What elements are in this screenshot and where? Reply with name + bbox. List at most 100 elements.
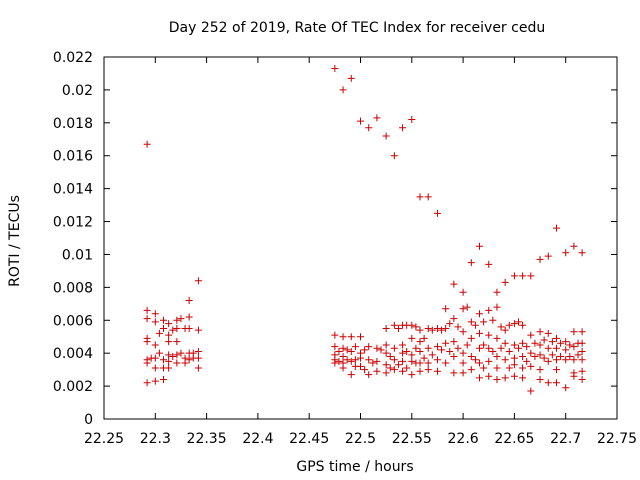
y-tick-label: 0.006 [53,313,93,329]
data-point-marker [143,338,151,346]
y-tick-label: 0.002 [53,379,93,395]
data-point-marker [459,369,467,377]
data-point-marker [510,341,518,349]
x-tick-label: 22.7 [550,431,581,447]
data-point-marker [357,333,364,341]
data-point-marker [165,338,173,346]
data-point-marker [169,326,177,334]
data-point-marker [485,260,493,268]
data-point-marker [347,74,355,82]
data-point-marker [489,348,497,356]
data-point-marker [459,359,467,367]
data-point-marker [143,379,151,387]
data-point-marker [399,341,407,349]
data-point-marker [578,348,586,356]
data-point-marker [177,349,185,357]
data-point-marker [515,344,523,352]
data-point-marker [578,249,586,257]
data-point-marker [390,344,398,352]
data-point-marker [339,333,347,341]
data-point-marker [442,325,450,332]
data-point-marker [442,339,450,347]
data-point-marker [501,326,509,334]
data-point-marker [544,357,552,365]
data-point-marker [155,329,163,337]
data-point-marker [416,326,424,334]
x-tick-label: 22.25 [84,431,124,447]
data-point-marker [365,343,373,351]
data-point-marker [523,357,531,365]
data-points [143,65,586,395]
data-point-marker [373,367,381,375]
data-point-marker [562,356,570,364]
data-point-marker [408,116,416,124]
data-point-marker [357,117,364,125]
data-point-marker [485,331,493,339]
data-point-marker [485,306,493,314]
data-point-marker [548,338,556,346]
data-point-marker [510,372,518,380]
plot-frame [103,56,618,420]
data-point-marker [562,346,570,354]
data-point-marker [450,352,458,360]
data-point-marker [519,374,527,382]
data-point-marker [424,193,432,201]
data-point-marker [544,344,552,352]
data-point-marker [331,331,339,339]
data-point-marker [185,325,193,332]
data-point-marker [373,114,381,122]
data-point-marker [562,384,570,392]
data-point-marker [361,366,369,374]
data-point-marker [165,364,173,372]
data-point-marker [185,356,193,364]
data-point-marker [519,272,527,280]
data-point-marker [185,313,193,321]
data-point-marker [343,356,351,364]
y-tick-label: 0.016 [53,149,93,165]
data-point-marker [570,372,578,380]
data-point-marker [476,374,484,382]
data-point-marker [373,357,381,365]
data-point-marker [467,366,475,374]
data-point-marker [548,351,556,359]
data-point-marker [463,303,471,311]
data-point-marker [151,318,159,326]
x-axis-label: GPS time / hours [296,459,413,475]
data-point-marker [485,344,493,352]
data-point-marker [416,367,424,375]
data-point-marker [505,364,513,372]
data-point-marker [438,346,446,354]
y-tick-labels: 0 0.002 0.004 0.006 0.008 0.01 0.012 0.014 0.016… [53,50,93,428]
y-tick-label: 0.018 [53,116,93,132]
data-point-marker [527,331,535,339]
data-point-marker [399,124,407,132]
data-point-marker [536,328,544,336]
data-point-marker [519,352,527,360]
data-point-marker [493,334,501,342]
data-point-marker [165,351,173,359]
data-point-marker [160,325,168,332]
data-point-marker [373,344,381,352]
data-point-marker [185,297,193,305]
data-point-marker [552,344,560,352]
data-point-marker [424,359,432,367]
data-point-marker [540,354,548,362]
data-point-marker [493,303,501,311]
data-point-marker [515,318,523,326]
data-point-marker [544,329,552,337]
data-point-marker [143,359,151,367]
data-point-marker [442,305,450,313]
data-point-marker [493,288,501,296]
x-tick-label: 22.55 [392,431,432,447]
data-point-marker [194,326,202,334]
y-tick-label: 0.014 [53,182,93,198]
data-point-marker [433,356,441,364]
data-point-marker [493,364,501,372]
data-point-marker [194,277,202,285]
y-tick-label: 0.01 [62,247,93,263]
data-point-marker [416,348,424,356]
data-point-marker [357,362,364,370]
data-point-marker [578,376,586,384]
data-point-marker [408,371,416,379]
